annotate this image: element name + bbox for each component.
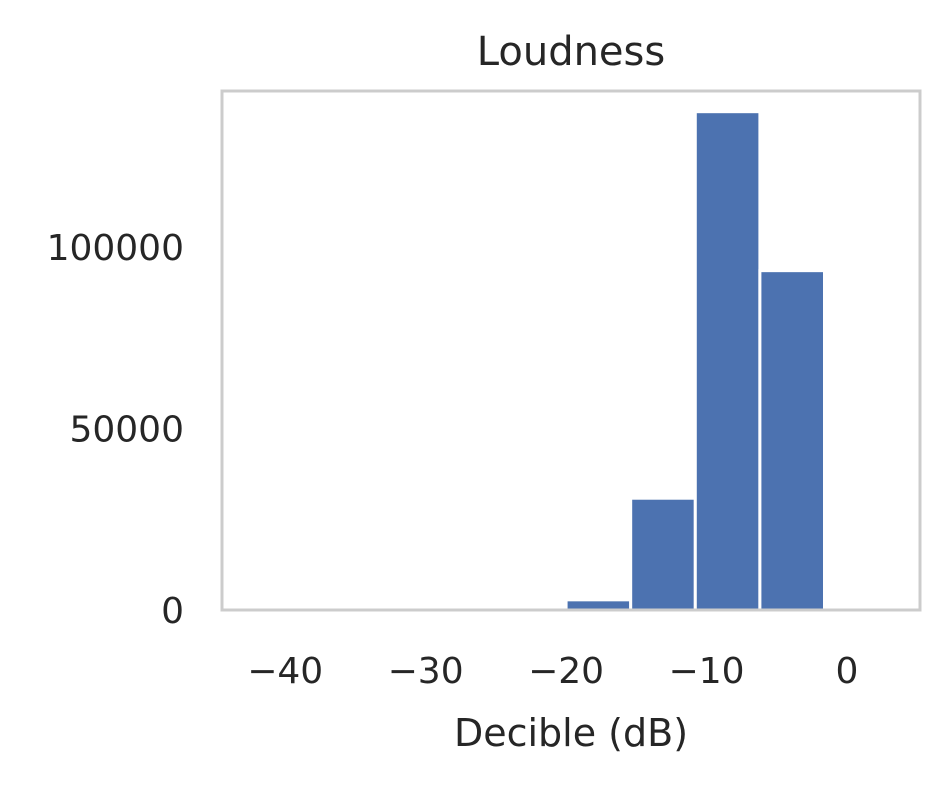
x-tick-label: 0 <box>836 651 859 692</box>
y-tick-label: 0 <box>161 591 184 632</box>
histogram-bar-7 <box>693 110 762 612</box>
plot-frame <box>220 89 922 612</box>
histogram-bar-8 <box>758 269 826 612</box>
x-tick-labels: −40 −30 −20 −10 0 <box>247 651 858 692</box>
bars-group <box>435 110 891 612</box>
x-tick-label: −20 <box>528 651 604 692</box>
x-axis-label: Decible (dB) <box>454 711 688 755</box>
x-tick-label: −10 <box>669 651 745 692</box>
y-tick-label: 50000 <box>69 410 184 451</box>
x-tick-label: −30 <box>388 651 464 692</box>
chart-title: Loudness <box>477 29 665 75</box>
histogram-bar-5 <box>564 598 633 612</box>
histogram-bar-6 <box>629 496 697 612</box>
y-tick-labels: 0 50000 100000 <box>47 228 184 632</box>
y-tick-label: 100000 <box>47 228 184 269</box>
x-tick-label: −40 <box>247 651 323 692</box>
